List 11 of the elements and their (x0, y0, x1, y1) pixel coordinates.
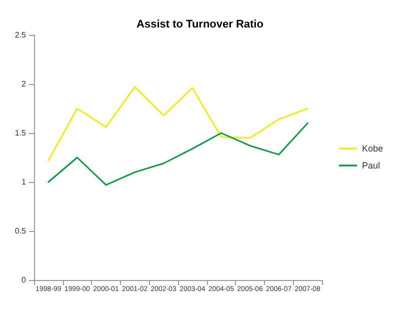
legend-label: Paul (362, 160, 380, 170)
line-series (48, 86, 308, 162)
y-tick-label: 2.5 (14, 30, 27, 40)
y-tick-label: 1.5 (14, 128, 27, 138)
y-tick-label: 1 (22, 178, 27, 186)
legend-label: Kobe (362, 144, 384, 154)
y-tick-label: 0 (22, 276, 27, 284)
line-series (48, 122, 308, 186)
y-tick-label: 0.5 (14, 226, 27, 236)
chart-title: Assist to Turnover Ratio (136, 18, 264, 30)
y-tick-label: 2 (22, 80, 27, 88)
